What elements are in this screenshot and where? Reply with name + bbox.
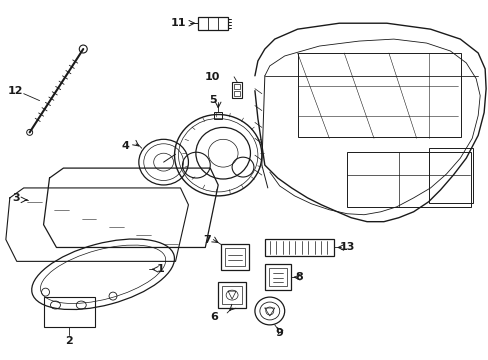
Bar xyxy=(218,282,245,308)
Text: 6: 6 xyxy=(210,312,218,322)
Text: 4: 4 xyxy=(122,141,130,151)
Text: 13: 13 xyxy=(339,243,354,252)
Bar xyxy=(264,239,334,256)
Bar xyxy=(221,244,248,270)
Bar xyxy=(224,248,244,266)
Text: 3: 3 xyxy=(12,193,20,203)
Text: 1: 1 xyxy=(157,264,164,274)
Text: 2: 2 xyxy=(65,336,73,346)
Text: 5: 5 xyxy=(209,95,217,105)
Bar xyxy=(234,84,240,89)
Bar xyxy=(268,268,286,286)
Bar xyxy=(222,286,242,304)
Bar xyxy=(214,112,222,120)
Bar xyxy=(346,152,470,207)
Text: 8: 8 xyxy=(295,272,303,282)
Bar xyxy=(43,297,95,327)
Bar xyxy=(297,53,460,137)
Text: 11: 11 xyxy=(170,18,186,28)
Text: 10: 10 xyxy=(204,72,220,82)
Text: 7: 7 xyxy=(203,234,211,244)
Bar xyxy=(232,82,242,98)
Bar xyxy=(198,17,228,30)
Bar xyxy=(234,91,240,96)
Bar xyxy=(264,264,290,290)
Text: 12: 12 xyxy=(8,86,23,96)
Bar xyxy=(427,148,472,203)
Text: 9: 9 xyxy=(275,328,283,338)
